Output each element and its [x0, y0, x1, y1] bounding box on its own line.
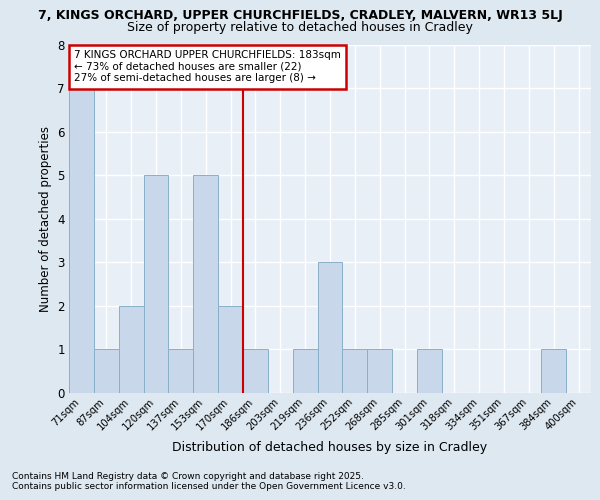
Bar	[119, 306, 143, 392]
Bar	[541, 349, 566, 393]
Bar	[169, 349, 193, 393]
Bar	[417, 349, 442, 393]
Bar	[293, 349, 317, 393]
Bar	[367, 349, 392, 393]
Bar	[193, 176, 218, 392]
Text: 7, KINGS ORCHARD, UPPER CHURCHFIELDS, CRADLEY, MALVERN, WR13 5LJ: 7, KINGS ORCHARD, UPPER CHURCHFIELDS, CR…	[38, 9, 562, 22]
Y-axis label: Number of detached properties: Number of detached properties	[39, 126, 52, 312]
Bar	[218, 306, 243, 392]
Text: Contains public sector information licensed under the Open Government Licence v3: Contains public sector information licen…	[12, 482, 406, 491]
Bar	[143, 176, 169, 392]
Bar	[94, 349, 119, 393]
Text: Contains HM Land Registry data © Crown copyright and database right 2025.: Contains HM Land Registry data © Crown c…	[12, 472, 364, 481]
Bar	[243, 349, 268, 393]
Bar	[343, 349, 367, 393]
X-axis label: Distribution of detached houses by size in Cradley: Distribution of detached houses by size …	[172, 440, 488, 454]
Bar	[69, 88, 94, 393]
Text: Size of property relative to detached houses in Cradley: Size of property relative to detached ho…	[127, 21, 473, 34]
Text: 7 KINGS ORCHARD UPPER CHURCHFIELDS: 183sqm
← 73% of detached houses are smaller : 7 KINGS ORCHARD UPPER CHURCHFIELDS: 183s…	[74, 50, 341, 84]
Bar	[317, 262, 343, 392]
